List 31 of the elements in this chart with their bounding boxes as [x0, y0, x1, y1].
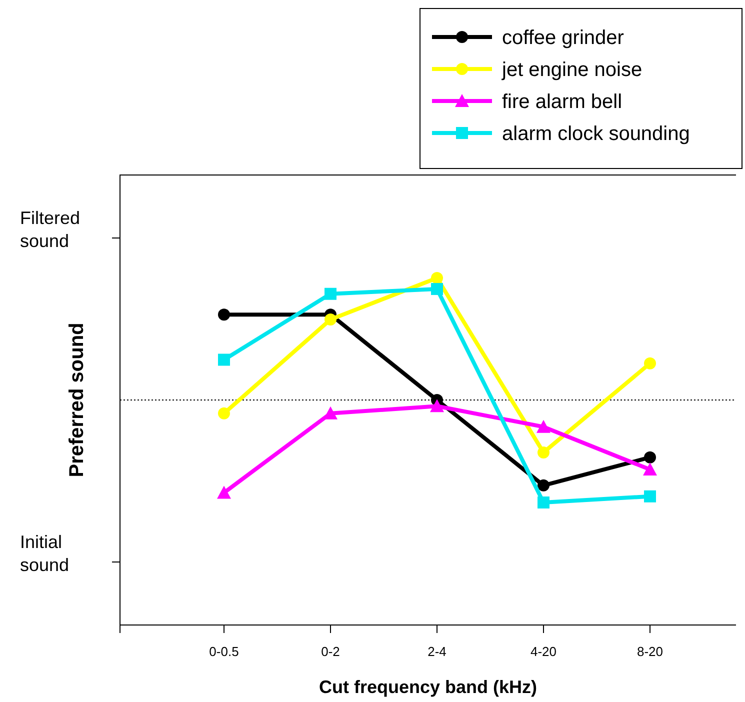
x-tick-label: 8-20: [636, 644, 664, 659]
point: [430, 399, 444, 412]
point: [538, 446, 550, 458]
text: Initial sound: [20, 532, 70, 575]
text: Filtered sound: [20, 208, 80, 251]
point: [431, 282, 443, 295]
point: [324, 313, 336, 326]
y-axis-title: Preferred sound: [66, 322, 88, 478]
x-tick-label: 2-4: [428, 644, 446, 659]
point: [538, 479, 550, 492]
point: [217, 486, 231, 499]
legend-label: jet engine noise: [501, 59, 642, 81]
point: [324, 406, 338, 420]
point: [324, 288, 336, 300]
point: [536, 420, 550, 433]
point: [218, 308, 230, 321]
point: [643, 462, 657, 476]
legend-label: coffee grinder: [502, 27, 624, 49]
x-tick-label: 0-0.5: [209, 644, 239, 659]
point: [218, 407, 230, 420]
point: [218, 354, 230, 366]
point: [644, 490, 656, 502]
x-tick-label: 0-2: [321, 644, 340, 659]
x-tick-label: 4-20: [530, 644, 557, 659]
point: [538, 496, 550, 508]
point: [644, 357, 656, 370]
legend-label: alarm clock sounding: [502, 123, 690, 145]
point: [644, 451, 656, 464]
point: [431, 272, 443, 284]
x-axis-title: Cut frequency band (kHz): [318, 677, 538, 697]
legend-label: fire alarm bell: [502, 91, 622, 113]
